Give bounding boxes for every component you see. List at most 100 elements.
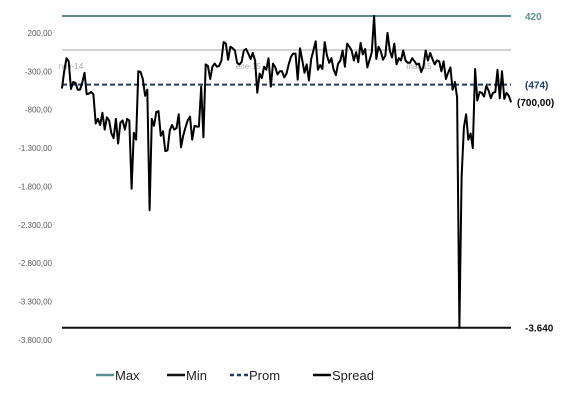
data-point bbox=[254, 59, 256, 62]
legend-label-max: Max bbox=[115, 368, 140, 383]
data-point bbox=[74, 82, 77, 84]
data-point bbox=[297, 79, 299, 81]
data-point bbox=[389, 49, 391, 52]
data-point bbox=[243, 49, 245, 52]
data-point bbox=[139, 71, 142, 73]
data-point bbox=[434, 63, 436, 65]
data-point bbox=[411, 57, 413, 59]
data-point bbox=[443, 60, 445, 62]
data-point bbox=[429, 52, 431, 54]
data-point bbox=[348, 46, 350, 48]
y-axis-tick-labels: 200,00 -300,00 -800,00 -1.300,00 -1.800,00 -2… bbox=[18, 29, 52, 345]
data-point bbox=[207, 65, 209, 67]
data-point bbox=[169, 129, 171, 131]
data-point bbox=[182, 135, 184, 137]
data-point bbox=[142, 78, 144, 80]
data-point bbox=[303, 72, 306, 74]
data-point bbox=[101, 112, 104, 114]
data-point bbox=[270, 86, 272, 88]
data-point bbox=[61, 87, 63, 89]
data-point bbox=[258, 72, 261, 75]
data-point bbox=[499, 97, 501, 99]
data-point bbox=[467, 139, 469, 141]
data-point bbox=[95, 122, 97, 125]
data-point bbox=[505, 92, 508, 94]
y-tick-label: -1.800,00 bbox=[18, 182, 52, 191]
data-point bbox=[65, 57, 68, 59]
data-point bbox=[452, 89, 454, 91]
data-point bbox=[205, 63, 207, 65]
reference-label-max: 420 bbox=[525, 12, 542, 23]
data-point bbox=[164, 150, 166, 152]
y-tick-label: -2.800,00 bbox=[18, 259, 52, 268]
data-point bbox=[245, 48, 247, 50]
data-point bbox=[353, 59, 355, 62]
data-point bbox=[285, 72, 288, 75]
data-point bbox=[312, 49, 315, 52]
data-point bbox=[276, 73, 279, 75]
data-point bbox=[407, 62, 409, 64]
data-point bbox=[395, 63, 398, 65]
data-point bbox=[420, 71, 422, 73]
data-point bbox=[355, 51, 357, 53]
data-point bbox=[400, 59, 402, 62]
data-point bbox=[456, 96, 458, 98]
data-point bbox=[445, 78, 447, 80]
data-point bbox=[373, 15, 375, 17]
data-point bbox=[481, 92, 483, 94]
data-point bbox=[472, 147, 474, 149]
data-point bbox=[178, 113, 180, 115]
data-point bbox=[232, 47, 234, 49]
data-point bbox=[330, 57, 332, 59]
y-tick-label: -3.300,00 bbox=[18, 298, 52, 307]
data-point bbox=[104, 129, 106, 131]
data-point bbox=[113, 137, 115, 139]
legend-label-spread: Spread bbox=[332, 368, 374, 383]
legend: Max Min Prom Spread bbox=[96, 368, 374, 383]
data-point bbox=[97, 118, 99, 120]
data-point bbox=[108, 119, 110, 122]
data-point bbox=[218, 65, 220, 67]
reference-label-prom: (474) bbox=[525, 81, 548, 92]
data-point bbox=[137, 70, 139, 72]
data-point bbox=[70, 88, 72, 90]
data-point bbox=[117, 142, 119, 145]
data-point bbox=[458, 327, 460, 329]
legend-label-prom: Prom bbox=[249, 368, 280, 383]
data-point bbox=[375, 58, 377, 60]
data-point bbox=[294, 53, 297, 55]
data-point bbox=[501, 70, 503, 72]
data-point bbox=[265, 69, 267, 71]
data-point bbox=[301, 59, 303, 61]
data-point bbox=[339, 59, 341, 62]
data-point bbox=[115, 118, 117, 120]
data-point bbox=[247, 53, 249, 55]
data-point bbox=[209, 78, 211, 80]
data-point bbox=[157, 110, 160, 112]
data-point bbox=[130, 188, 133, 190]
data-point bbox=[346, 43, 348, 45]
data-point bbox=[133, 132, 135, 134]
data-point bbox=[187, 119, 189, 122]
data-point bbox=[288, 63, 290, 65]
data-point bbox=[162, 130, 164, 132]
data-point bbox=[469, 132, 472, 135]
data-point bbox=[184, 126, 187, 128]
data-point bbox=[191, 139, 193, 141]
data-point bbox=[292, 53, 294, 55]
data-point bbox=[328, 62, 330, 64]
data-point bbox=[68, 60, 70, 62]
data-point bbox=[267, 57, 270, 59]
data-point bbox=[189, 115, 191, 118]
data-point bbox=[431, 58, 434, 60]
data-point bbox=[160, 135, 162, 137]
data-point bbox=[492, 92, 494, 94]
data-point bbox=[465, 113, 467, 115]
data-point bbox=[357, 61, 359, 63]
legend-label-min: Min bbox=[186, 368, 207, 383]
data-point bbox=[79, 89, 81, 91]
data-point bbox=[223, 41, 225, 43]
data-point bbox=[122, 119, 124, 122]
data-point bbox=[440, 70, 443, 72]
data-point bbox=[463, 126, 465, 128]
